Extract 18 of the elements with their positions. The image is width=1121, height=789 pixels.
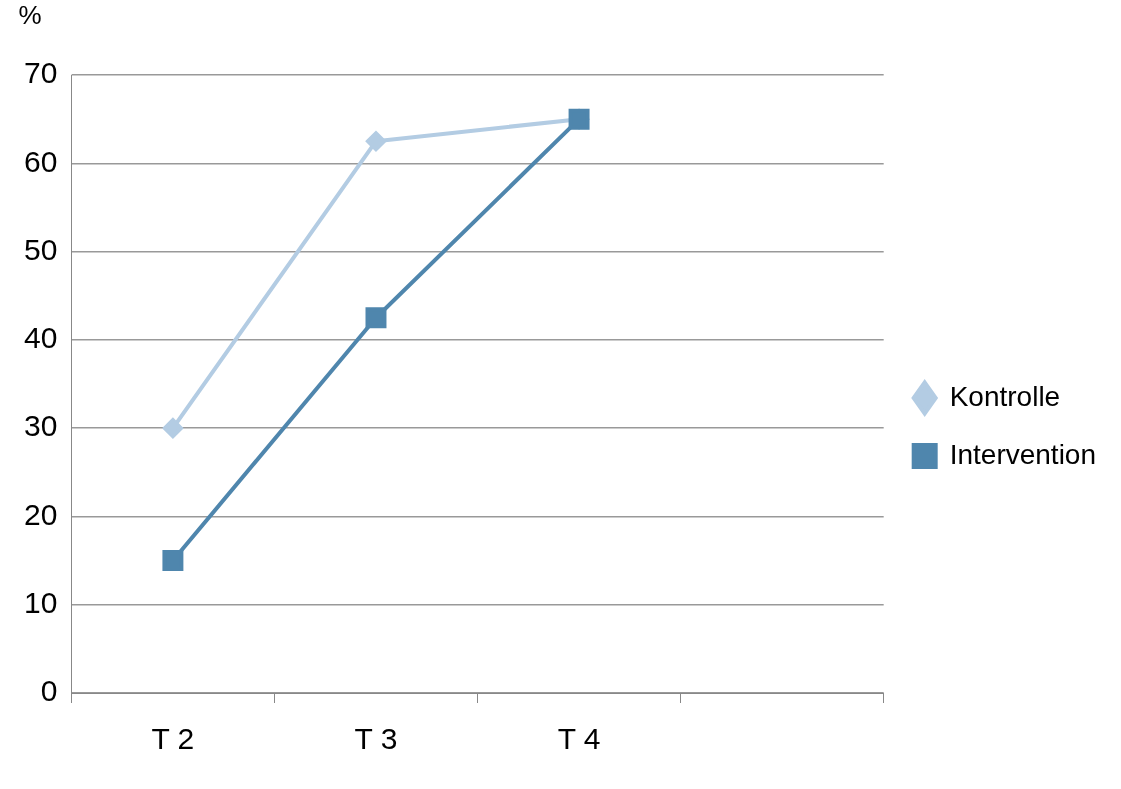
x-tick-label: T 4 — [557, 722, 601, 756]
y-axis-title: % — [18, 0, 42, 31]
y-tick-label: 40 — [23, 321, 58, 355]
y-tick-label: 50 — [23, 232, 58, 266]
point — [162, 418, 183, 439]
y-tick-label: 0 — [40, 674, 58, 708]
y-tick-label: 70 — [23, 56, 58, 90]
y-tick-label: 20 — [23, 497, 58, 531]
point — [365, 131, 386, 152]
y-tick-label: 10 — [23, 585, 58, 619]
point — [162, 550, 184, 572]
legend-label: Kontrolle — [949, 380, 1061, 412]
point — [365, 307, 387, 329]
legend-label: Intervention — [949, 438, 1097, 470]
y-tick-label: 30 — [23, 409, 58, 443]
y-tick-label: 60 — [23, 144, 58, 178]
x-tick-label: T 2 — [151, 722, 195, 756]
x-tick-label: T 3 — [354, 722, 398, 756]
